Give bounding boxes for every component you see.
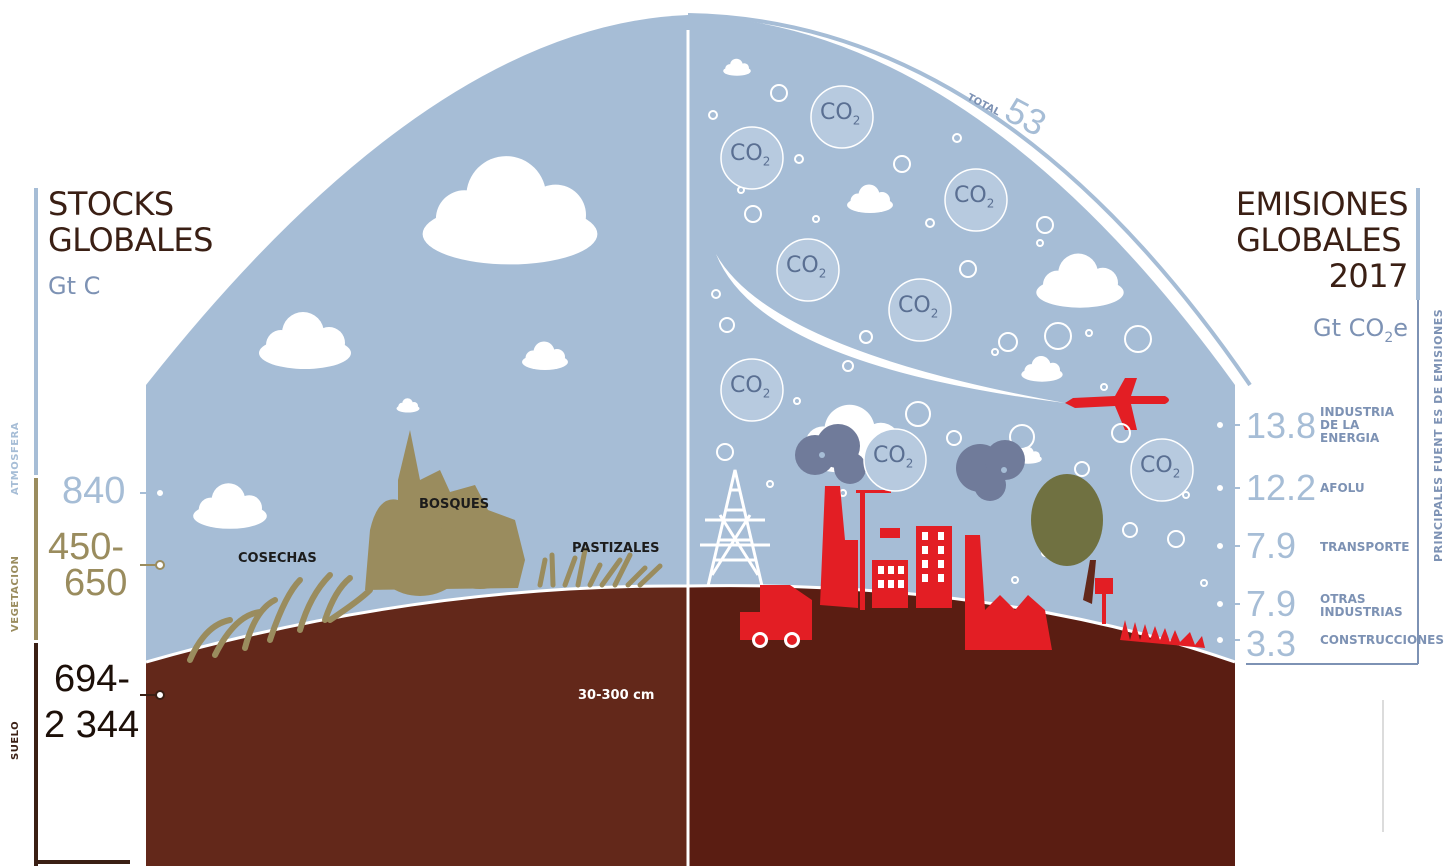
vegetation-value-line2: 650	[64, 562, 128, 604]
airplane-icon	[1065, 378, 1169, 430]
forest-label: BOSQUES	[419, 497, 490, 512]
pylon-icon	[700, 469, 770, 587]
transport-value: 7.9	[1246, 525, 1297, 566]
other-industries-label-2: INDUSTRIAS	[1320, 605, 1403, 619]
co2-label: CO2	[898, 293, 939, 321]
co2-label: CO2	[820, 100, 861, 128]
stocks-title-line2: GLOBALES	[48, 221, 213, 259]
emissions-title-line1: EMISIONES	[1235, 185, 1409, 223]
soil-right	[688, 585, 1235, 866]
energy-industry-value: 13.8	[1246, 405, 1317, 446]
afolu-value: 12.2	[1246, 467, 1317, 508]
co2-label: CO2	[954, 183, 995, 211]
building-icon-tall	[916, 526, 952, 608]
stocks-title-line1: STOCKS	[48, 185, 174, 223]
soil-depth-label: 30-300 cm	[578, 688, 655, 703]
energy-industry-label-1: INDUSTRIA	[1320, 405, 1395, 419]
emissions-title-line2: GLOBALES	[1236, 221, 1401, 259]
emissions-title-line3: 2017	[1328, 257, 1409, 295]
soil-label: SUELO	[10, 720, 21, 760]
construction-label: CONSTRUCCIONES	[1320, 633, 1445, 647]
transport-label: TRANSPORTE	[1320, 540, 1410, 554]
grass-icon	[537, 547, 663, 588]
factory-icon	[820, 486, 858, 608]
afolu-label: AFOLU	[1320, 481, 1365, 495]
co2-bubbles	[720, 85, 1194, 502]
co2-label: CO2	[730, 141, 771, 169]
energy-industry-label-2: DE LA	[1320, 418, 1360, 432]
truck-icon	[740, 585, 812, 640]
energy-industry-label-3: ENERGIA	[1320, 431, 1380, 445]
co2-label: CO2	[873, 443, 914, 471]
vegetation-value-line1: 450-	[48, 526, 125, 568]
factory-icon-large	[965, 535, 1052, 650]
smoke	[795, 424, 1025, 501]
emission-sources-vertical-label: PRINCIPALES FUENT ES DE EMISIONES	[1432, 308, 1445, 562]
soil-value-line1: 694-	[54, 658, 131, 700]
other-industries-value: 7.9	[1246, 583, 1297, 624]
crops-label: COSECHAS	[238, 551, 317, 566]
soil-value-line2: 2 344	[44, 704, 140, 746]
co2-label: CO2	[786, 253, 827, 281]
construction-value: 3.3	[1246, 623, 1297, 664]
stocks-unit: Gt C	[48, 272, 101, 300]
grassland-label: PASTIZALES	[572, 541, 660, 556]
emissions-unit: Gt CO2e	[1313, 314, 1408, 346]
atmosphere-value: 840	[62, 470, 126, 512]
co2-label: CO2	[1140, 453, 1181, 481]
other-industries-label-1: OTRAS	[1320, 592, 1366, 606]
vegetation-label: VEGETACION	[10, 555, 21, 632]
tree-icon	[1031, 474, 1103, 604]
atmosphere-label: ATMOSFERA	[10, 421, 21, 495]
soil-left	[146, 585, 688, 866]
total-arc	[687, 13, 1252, 387]
forest-icon	[365, 430, 525, 596]
co2-label: CO2	[730, 373, 771, 401]
crops-icon	[187, 572, 373, 663]
bubbles	[708, 84, 1208, 587]
